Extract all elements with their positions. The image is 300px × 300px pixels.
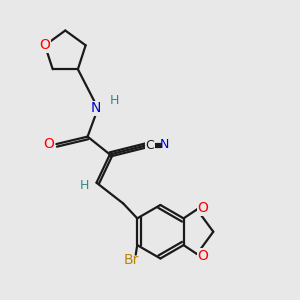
Text: O: O <box>40 38 50 52</box>
Text: H: H <box>79 179 89 192</box>
Text: N: N <box>159 138 169 151</box>
Text: C: C <box>146 139 154 152</box>
Text: H: H <box>110 94 119 107</box>
Text: O: O <box>197 201 208 215</box>
Text: Br: Br <box>124 253 139 267</box>
Text: N: N <box>90 101 101 116</box>
Text: O: O <box>44 137 54 151</box>
Text: O: O <box>197 248 208 262</box>
